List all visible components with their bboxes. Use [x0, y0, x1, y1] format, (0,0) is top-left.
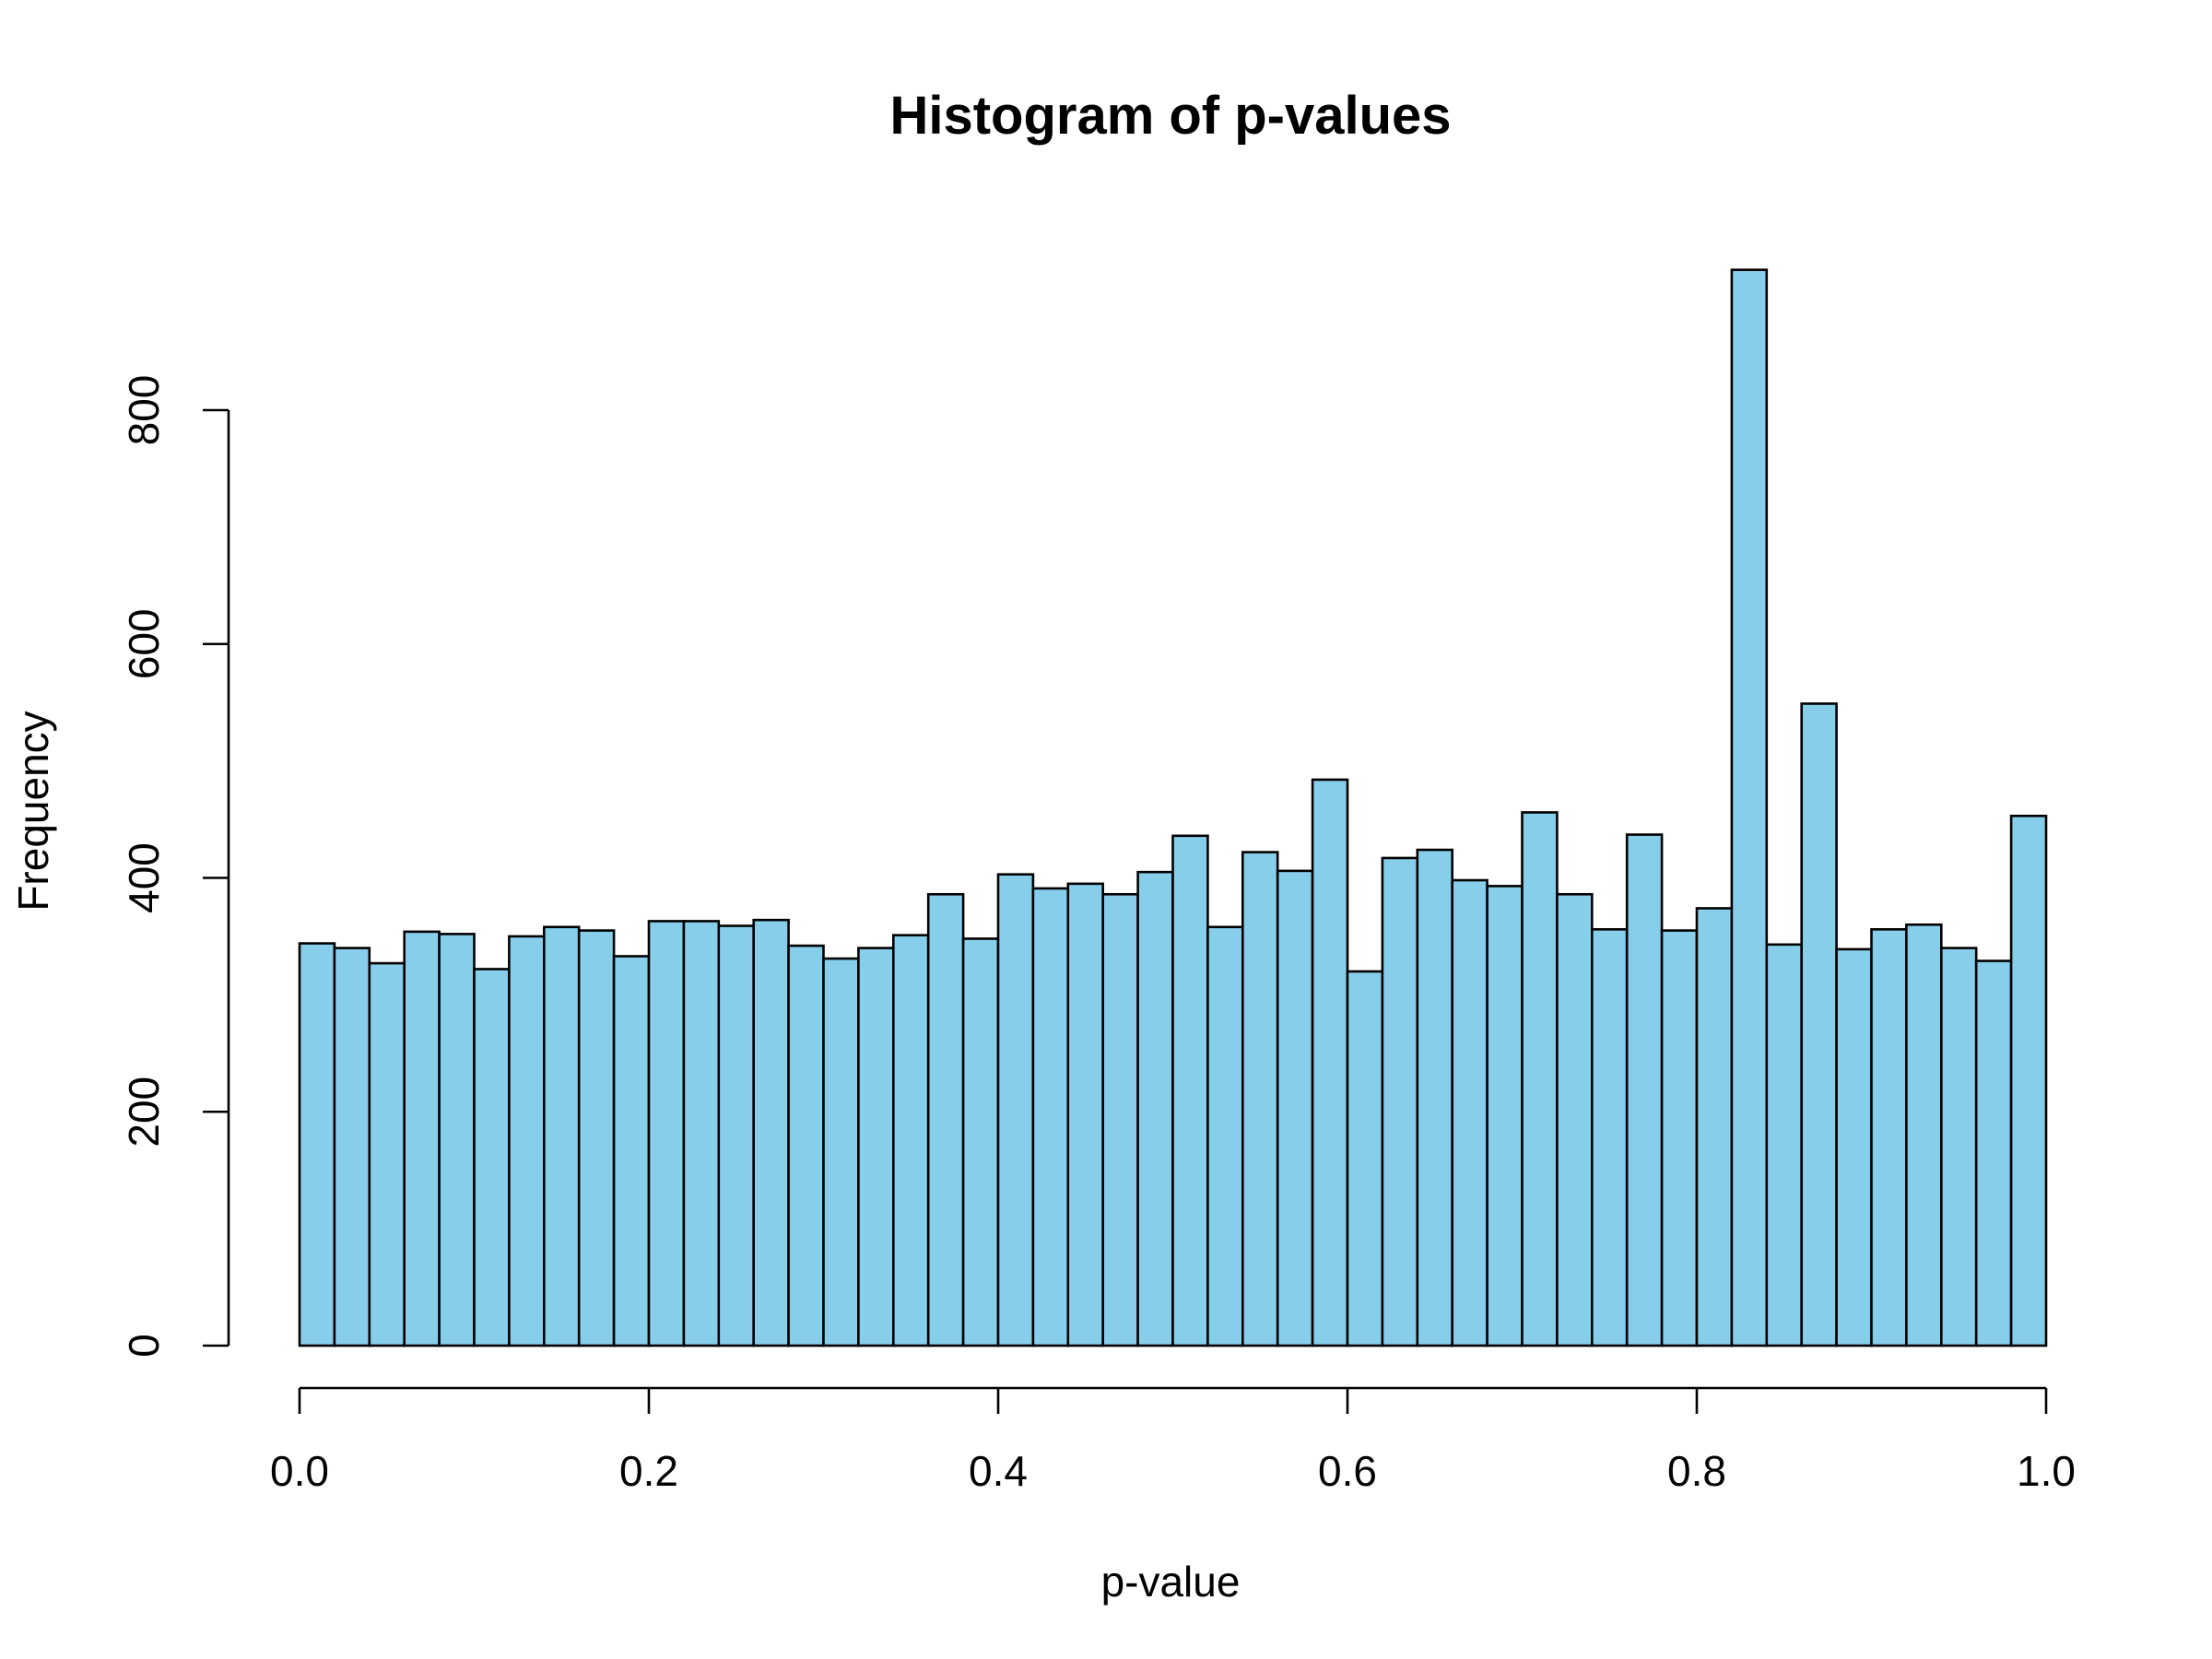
- y-tick-label: 200: [120, 1077, 168, 1147]
- histogram-bar: [1521, 811, 1559, 1347]
- histogram-bar: [1660, 929, 1699, 1347]
- histogram-bar: [1800, 702, 1838, 1347]
- x-tick-label: 0.8: [1667, 1447, 1726, 1495]
- histogram-bar: [996, 873, 1035, 1347]
- histogram-bar: [961, 937, 1000, 1347]
- histogram-bar: [1171, 834, 1209, 1347]
- histogram-bar: [1730, 268, 1769, 1347]
- histogram-bar: [1066, 882, 1105, 1347]
- histogram-bar: [1486, 885, 1524, 1347]
- histogram-bar: [1765, 943, 1804, 1347]
- histogram-bar: [1835, 947, 1873, 1347]
- histogram-bar: [787, 944, 825, 1347]
- y-axis: 0 200 400 600 800: [120, 375, 230, 1358]
- histogram-bar: [1206, 925, 1244, 1347]
- histogram-bar: [682, 920, 721, 1347]
- x-axis: 0.0 0.2 0.4 0.6 0.8 1.0: [270, 1386, 2076, 1495]
- histogram-bar: [752, 918, 790, 1347]
- histogram-bar: [647, 920, 686, 1347]
- histogram-bar: [1416, 848, 1454, 1347]
- histogram-bar: [542, 925, 581, 1347]
- x-tick-label: 0.2: [619, 1447, 678, 1495]
- histogram-bar: [1451, 878, 1488, 1347]
- histogram-bar: [1905, 923, 1943, 1347]
- histogram-bar: [1381, 856, 1419, 1347]
- y-axis-label: Frequency: [9, 711, 57, 911]
- histogram-bar: [1276, 869, 1314, 1347]
- histogram-bar: [473, 968, 511, 1347]
- histogram-bar: [1625, 833, 1664, 1347]
- histogram-bar: [926, 892, 965, 1347]
- histogram-bar: [298, 942, 336, 1347]
- y-tick-label: 600: [120, 608, 168, 679]
- histogram-bar: [1591, 928, 1629, 1347]
- histogram-bar: [717, 924, 755, 1347]
- y-tick-label: 400: [120, 842, 168, 913]
- histogram-bar: [1940, 947, 1978, 1347]
- x-tick-label: 0.6: [1318, 1447, 1377, 1495]
- histogram-bar: [1695, 907, 1734, 1347]
- x-tick-label: 0.4: [969, 1447, 1028, 1495]
- histogram-bar: [438, 933, 476, 1347]
- histogram-bar: [1241, 851, 1279, 1347]
- histogram-bar: [822, 957, 860, 1347]
- histogram-bar: [2009, 814, 2048, 1347]
- histogram-bar: [508, 935, 546, 1347]
- x-tick-label: 0.0: [270, 1447, 329, 1495]
- y-tick-label: 800: [120, 375, 168, 446]
- histogram-bar: [1031, 887, 1070, 1347]
- histogram-bar: [403, 930, 441, 1347]
- histogram-bar: [577, 929, 616, 1347]
- y-tick-label: 0: [120, 1334, 168, 1358]
- histogram-bar: [1311, 778, 1349, 1347]
- histogram-bar: [1556, 892, 1594, 1347]
- histogram-bar: [857, 947, 895, 1347]
- histogram-bar: [1870, 928, 1908, 1347]
- x-axis-label: p-value: [1101, 1558, 1241, 1606]
- histogram-bar: [612, 955, 651, 1347]
- histogram-bar: [368, 961, 406, 1347]
- histogram-bar: [1346, 970, 1384, 1347]
- histogram-bar: [1101, 892, 1139, 1347]
- x-tick-label: 1.0: [2017, 1447, 2076, 1495]
- histogram-bar: [1974, 959, 2013, 1347]
- bars-group: [298, 268, 2048, 1347]
- chart-title: Histogram of p-values: [889, 86, 1451, 146]
- histogram-bar: [333, 947, 371, 1347]
- histogram-bar: [891, 934, 930, 1347]
- histogram-bar: [1136, 870, 1174, 1347]
